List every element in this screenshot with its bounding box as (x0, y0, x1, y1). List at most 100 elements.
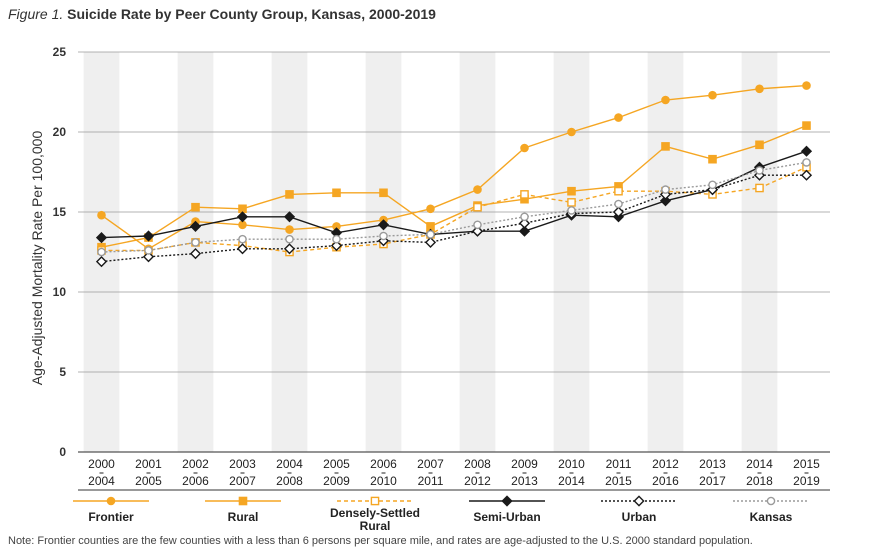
x-tick-label: 2000 (88, 457, 115, 471)
data-point (473, 202, 482, 212)
data-point (471, 225, 484, 237)
data-point (191, 238, 200, 247)
data-point (520, 143, 529, 153)
x-tick-label: 2007 (417, 457, 444, 471)
y-tick-label: 15 (53, 205, 67, 219)
data-point (612, 206, 625, 218)
x-tick-label: 2014 (746, 457, 773, 471)
x-tick-label: 2008 (464, 457, 491, 471)
data-point (520, 212, 529, 222)
data-point (755, 166, 764, 175)
legend-label: Frontier (88, 510, 134, 524)
series-line (101, 124, 807, 248)
data-point (283, 211, 296, 223)
data-point (236, 211, 249, 223)
data-point (800, 145, 813, 157)
series-line (101, 161, 807, 253)
x-tick-label: 2013 (699, 457, 726, 471)
data-point (283, 243, 296, 255)
data-point (142, 251, 155, 263)
x-tick-label: 2008 (276, 474, 303, 488)
x-tick-label: 2011 (606, 457, 632, 471)
x-tick-label: 2017 (699, 474, 726, 488)
legend-item: Urban (601, 495, 677, 524)
data-point (285, 190, 294, 199)
data-point (142, 230, 155, 242)
x-tick-label: 2007 (229, 474, 256, 488)
data-point (285, 234, 294, 244)
series-frontier (97, 81, 811, 254)
legend-item: Rural (205, 496, 281, 524)
x-tick-label: 2006 (370, 457, 397, 471)
data-point (567, 186, 576, 196)
legend-marker (238, 496, 248, 506)
data-point (567, 206, 576, 215)
legend-label: Urban (622, 510, 657, 524)
x-tick-label: 2009 (323, 474, 350, 488)
data-point (659, 195, 672, 207)
data-point (97, 247, 106, 257)
legend-marker (501, 495, 513, 507)
x-tick-label: 2005 (323, 457, 350, 471)
x-tick-label: 2015 (605, 474, 632, 488)
y-tick-label: 20 (53, 125, 67, 139)
legend-label: Densely-Settled Rural (330, 506, 420, 533)
column-band (741, 52, 778, 452)
data-point (755, 183, 764, 193)
series-line (101, 174, 807, 263)
data-point (755, 140, 764, 150)
x-tick-label: 2012 (652, 457, 679, 471)
legend-label: Semi-Urban (473, 510, 540, 524)
data-point (520, 190, 529, 199)
data-point (614, 199, 623, 209)
data-point (189, 220, 202, 232)
legend-marker (370, 496, 380, 506)
data-point (144, 246, 153, 255)
column-band (553, 52, 590, 452)
data-point (332, 234, 341, 244)
data-point (708, 90, 717, 100)
series-kansas (97, 158, 811, 257)
series-rural (97, 121, 811, 252)
data-point (661, 95, 670, 105)
x-tick-label: 2010 (370, 474, 397, 488)
legend-item: Semi-Urban (469, 495, 545, 524)
data-point (802, 81, 811, 90)
legend-item: Densely-Settled Rural (330, 496, 420, 533)
column-band (459, 52, 496, 452)
data-point (614, 113, 623, 122)
x-tick-label: 2009 (511, 457, 538, 471)
data-point (285, 225, 294, 234)
chart-title: Figure 1. Suicide Rate by Peer County Gr… (8, 6, 436, 22)
data-point (661, 142, 670, 151)
data-point (377, 219, 390, 231)
data-point (238, 234, 247, 244)
y-tick-label: 10 (53, 285, 67, 299)
y-tick-label: 5 (59, 365, 66, 379)
x-tick-label: 2003 (229, 457, 256, 471)
legend-marker (633, 495, 645, 507)
data-point (802, 121, 811, 130)
x-tick-label: 2002 (182, 457, 209, 471)
data-point (614, 186, 623, 196)
x-tick-label: 2013 (511, 474, 538, 488)
data-point (426, 230, 435, 239)
data-point (424, 236, 437, 248)
data-point (95, 232, 108, 244)
data-point (379, 188, 388, 198)
data-point (379, 231, 388, 241)
x-tick-label: 2018 (746, 474, 773, 488)
x-tick-label: 2001 (135, 457, 162, 471)
column-band (647, 52, 684, 452)
data-point (800, 169, 813, 181)
data-point (567, 127, 576, 137)
x-tick-label: 2014 (558, 474, 585, 488)
x-tick-label: 2016 (652, 474, 679, 488)
data-point (708, 154, 717, 164)
x-tick-label: 2005 (135, 474, 162, 488)
data-point (473, 185, 482, 194)
legend-item: Frontier (73, 496, 149, 524)
x-tick-label: 2004 (88, 474, 115, 488)
y-tick-label: 25 (53, 45, 67, 59)
